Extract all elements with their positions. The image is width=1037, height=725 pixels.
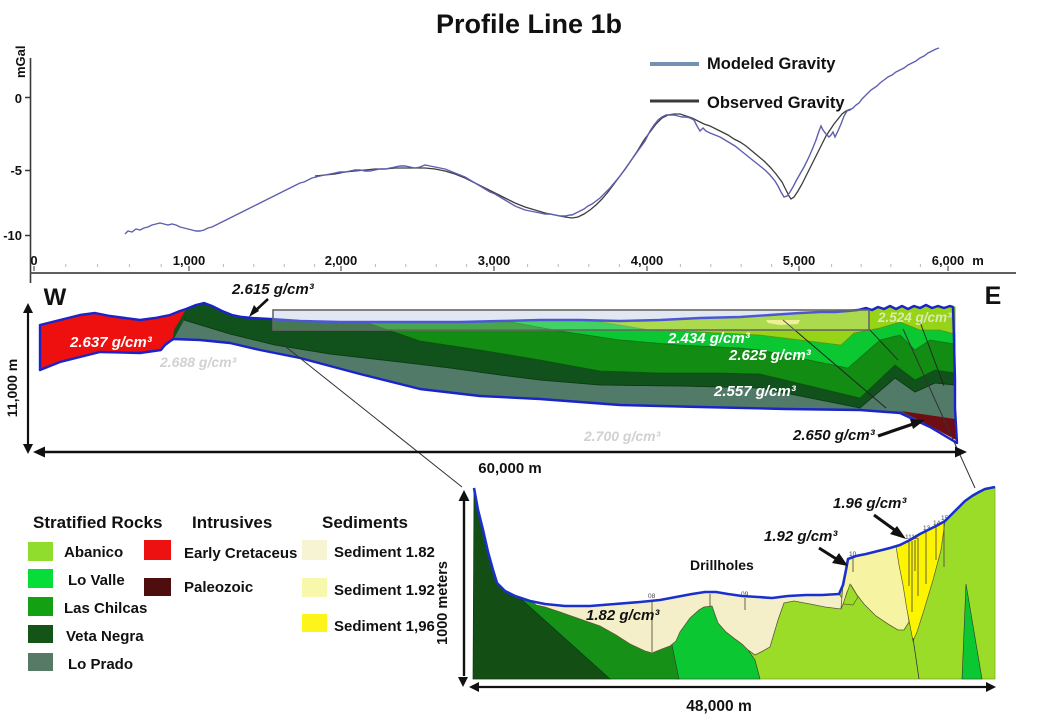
svg-text:m: m <box>972 253 984 268</box>
svg-text:-10: -10 <box>3 228 22 243</box>
svg-text:Observed Gravity: Observed Gravity <box>707 94 845 112</box>
svg-text:Profile Line 1b: Profile Line 1b <box>436 9 622 39</box>
svg-text:1.82 g/cm³: 1.82 g/cm³ <box>586 607 660 624</box>
svg-text:11,000 m: 11,000 m <box>4 359 20 417</box>
svg-text:Lo Prado: Lo Prado <box>68 656 133 673</box>
svg-text:15: 15 <box>941 515 949 522</box>
svg-text:4,000: 4,000 <box>631 253 664 268</box>
svg-text:14: 14 <box>933 520 941 527</box>
svg-text:Intrusives: Intrusives <box>192 513 272 532</box>
svg-text:mGal: mGal <box>13 45 28 78</box>
svg-text:6,000: 6,000 <box>932 253 965 268</box>
svg-text:2.434 g/cm³: 2.434 g/cm³ <box>667 330 751 347</box>
svg-text:Drillholes: Drillholes <box>690 557 754 573</box>
svg-text:Paleozoic: Paleozoic <box>184 579 253 596</box>
svg-text:1.92 g/cm³: 1.92 g/cm³ <box>764 528 838 545</box>
svg-text:09: 09 <box>741 591 749 598</box>
svg-text:Veta Negra: Veta Negra <box>66 628 144 645</box>
svg-text:2.524 g/cm³: 2.524 g/cm³ <box>877 310 952 325</box>
svg-text:2.625 g/cm³: 2.625 g/cm³ <box>728 347 812 364</box>
svg-text:2.615 g/cm³: 2.615 g/cm³ <box>231 281 315 298</box>
svg-text:0: 0 <box>30 253 37 268</box>
svg-text:08: 08 <box>648 593 656 600</box>
svg-text:3,000: 3,000 <box>478 253 511 268</box>
svg-text:13: 13 <box>923 525 931 532</box>
svg-text:60,000 m: 60,000 m <box>478 460 541 477</box>
svg-text:E: E <box>985 282 1002 310</box>
svg-text:Sediment 1,96: Sediment 1,96 <box>334 618 435 635</box>
svg-text:W: W <box>44 284 67 311</box>
svg-text:Sediment 1.82: Sediment 1.82 <box>334 544 435 561</box>
svg-text:2.688 g/cm³: 2.688 g/cm³ <box>159 354 237 370</box>
svg-text:Lo Valle: Lo Valle <box>68 572 125 589</box>
svg-text:1,000: 1,000 <box>173 253 206 268</box>
svg-text:48,000 m: 48,000 m <box>686 698 752 715</box>
svg-text:0: 0 <box>15 91 22 106</box>
svg-text:2.700 g/cm³: 2.700 g/cm³ <box>583 428 661 444</box>
svg-text:Early Cretaceus: Early Cretaceus <box>184 545 297 562</box>
svg-text:Abanico: Abanico <box>64 544 123 561</box>
svg-text:5,000: 5,000 <box>783 253 816 268</box>
svg-text:Stratified Rocks: Stratified Rocks <box>33 513 162 532</box>
svg-text:-5: -5 <box>10 163 22 178</box>
svg-text:Las Chilcas: Las Chilcas <box>64 600 147 617</box>
svg-text:Sediments: Sediments <box>322 513 408 532</box>
svg-text:10: 10 <box>849 551 857 558</box>
svg-text:Sediment 1.92: Sediment 1.92 <box>334 582 435 599</box>
svg-text:2.650 g/cm³: 2.650 g/cm³ <box>792 427 876 444</box>
svg-text:1.96 g/cm³: 1.96 g/cm³ <box>833 495 907 512</box>
svg-text:2,000: 2,000 <box>325 253 358 268</box>
svg-text:Modeled Gravity: Modeled Gravity <box>707 55 836 73</box>
svg-text:2.557 g/cm³: 2.557 g/cm³ <box>713 383 797 400</box>
svg-text:2.637 g/cm³: 2.637 g/cm³ <box>69 334 153 351</box>
svg-text:1000 meters: 1000 meters <box>435 561 451 645</box>
